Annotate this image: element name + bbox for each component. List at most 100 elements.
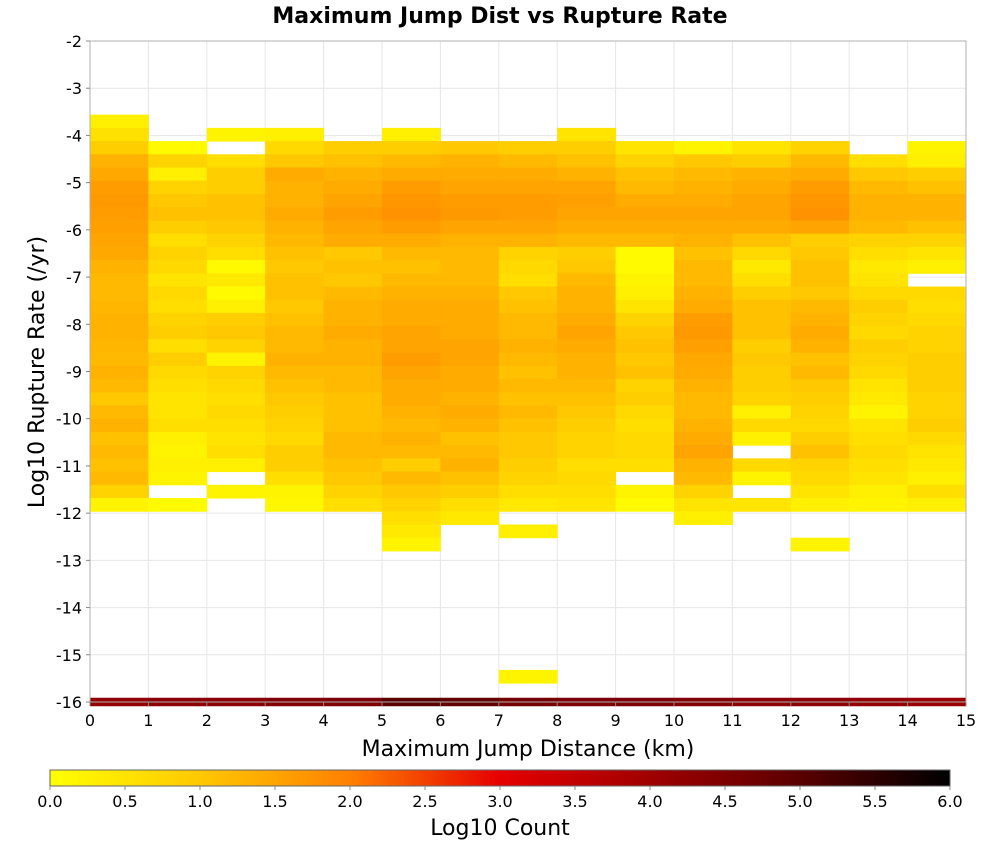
heatmap-cell	[907, 339, 967, 354]
heatmap-cell	[615, 180, 675, 195]
y-tick-label: -13	[56, 551, 82, 570]
heatmap-cell	[148, 273, 208, 288]
heatmap-cell	[674, 273, 733, 288]
heatmap-cell	[265, 154, 325, 169]
heatmap-cell	[498, 233, 558, 248]
x-axis-label: Maximum Jump Distance (km)	[362, 737, 695, 762]
heatmap-cell	[90, 326, 149, 340]
heatmap-cell	[557, 484, 617, 499]
heatmap-cell	[907, 431, 967, 446]
heatmap-cell	[440, 405, 500, 420]
heatmap-cell	[440, 379, 500, 393]
heatmap-cell	[907, 418, 967, 433]
heatmap-cell	[323, 273, 383, 288]
heatmap-cell	[323, 392, 383, 406]
heatmap-cell	[382, 392, 441, 406]
x-tick-label: 0	[85, 711, 95, 730]
heatmap-cell	[90, 299, 149, 314]
colorbar-tick-label: 5.0	[787, 792, 812, 811]
heatmap-cell	[382, 458, 441, 473]
heatmap-cell	[440, 220, 500, 235]
heatmap-cell	[674, 246, 733, 261]
heatmap-cell	[615, 312, 675, 327]
heatmap-cell	[265, 246, 325, 261]
heatmap-cell	[382, 273, 441, 288]
heatmap-cell	[498, 431, 558, 446]
heatmap-cell	[265, 326, 325, 340]
heatmap-cell	[148, 180, 208, 195]
y-tick-label: -16	[56, 693, 82, 712]
heatmap-cell	[849, 379, 909, 393]
heatmap-cell	[206, 246, 266, 261]
heatmap-cell	[907, 458, 967, 473]
heatmap-cell	[732, 260, 792, 274]
heatmap-cell	[674, 339, 733, 354]
y-tick-label: -14	[56, 599, 82, 618]
heatmap-cell	[440, 233, 500, 248]
heatmap-cell	[907, 392, 967, 406]
heatmap-cell	[790, 339, 850, 354]
heatmap-cell	[790, 273, 850, 288]
heatmap-cell	[265, 180, 325, 195]
heatmap-cell	[382, 339, 441, 354]
heatmap-cell	[907, 352, 967, 367]
colorbar-tick-label: 0.0	[37, 792, 62, 811]
heatmap-cell	[440, 445, 500, 459]
heatmap-cell	[265, 220, 325, 235]
heatmap-cell	[148, 193, 208, 208]
heatmap-cell	[265, 379, 325, 393]
heatmap-cell	[148, 379, 208, 393]
heatmap-cell	[732, 299, 792, 314]
heatmap-cell	[323, 326, 383, 340]
heatmap-cell	[148, 458, 208, 473]
heatmap-cell	[907, 207, 967, 221]
heatmap-cell	[382, 246, 441, 261]
heatmap-cell	[323, 180, 383, 195]
heatmap-cell	[615, 260, 675, 274]
heatmap-cell	[265, 431, 325, 446]
y-tick-label: -12	[56, 504, 82, 523]
heatmap-cell	[382, 220, 441, 235]
heatmap-cell	[382, 471, 441, 486]
heatmap-cell	[382, 511, 441, 525]
heatmap-cell	[907, 299, 967, 314]
heatmap-cell	[674, 207, 733, 221]
heatmap-cell	[790, 299, 850, 314]
heatmap-cell	[498, 379, 558, 393]
heatmap-cell	[849, 498, 909, 512]
heatmap-cell	[732, 180, 792, 195]
heatmap-cell	[265, 273, 325, 288]
heatmap-cell	[615, 365, 675, 380]
heatmap-cell	[148, 246, 208, 261]
heatmap-cell	[382, 141, 441, 155]
heatmap-cell	[557, 392, 617, 406]
heatmap-cell	[557, 498, 617, 512]
heatmap-cell	[148, 326, 208, 340]
heatmap-cell	[265, 260, 325, 274]
heatmap-cell	[265, 445, 325, 459]
heatmap-cell	[674, 193, 733, 208]
heatmap-cell	[148, 392, 208, 406]
heatmap-cell	[615, 445, 675, 459]
y-tick-label: -9	[66, 363, 82, 382]
heatmap-cell	[674, 312, 733, 327]
heatmap-cell	[849, 471, 909, 486]
heatmap-cell	[440, 458, 500, 473]
heatmap-cell	[557, 246, 617, 261]
heatmap-cell	[790, 233, 850, 248]
heatmap-cell	[557, 220, 617, 235]
heatmap-cell	[440, 365, 500, 380]
heatmap-cell	[732, 365, 792, 380]
heatmap-cell	[440, 484, 500, 499]
heatmap-cell	[674, 405, 733, 420]
heatmap-cell	[790, 484, 850, 499]
heatmap-cell	[382, 524, 441, 539]
heatmap-cell	[323, 352, 383, 367]
heatmap-cell	[907, 379, 967, 393]
heatmap-cell	[206, 286, 266, 301]
heatmap-cell	[382, 352, 441, 367]
heatmap-cell	[148, 312, 208, 327]
x-tick-label: 5	[377, 711, 387, 730]
colorbar-tick-label: 3.5	[562, 792, 587, 811]
heatmap-cell	[382, 498, 441, 512]
